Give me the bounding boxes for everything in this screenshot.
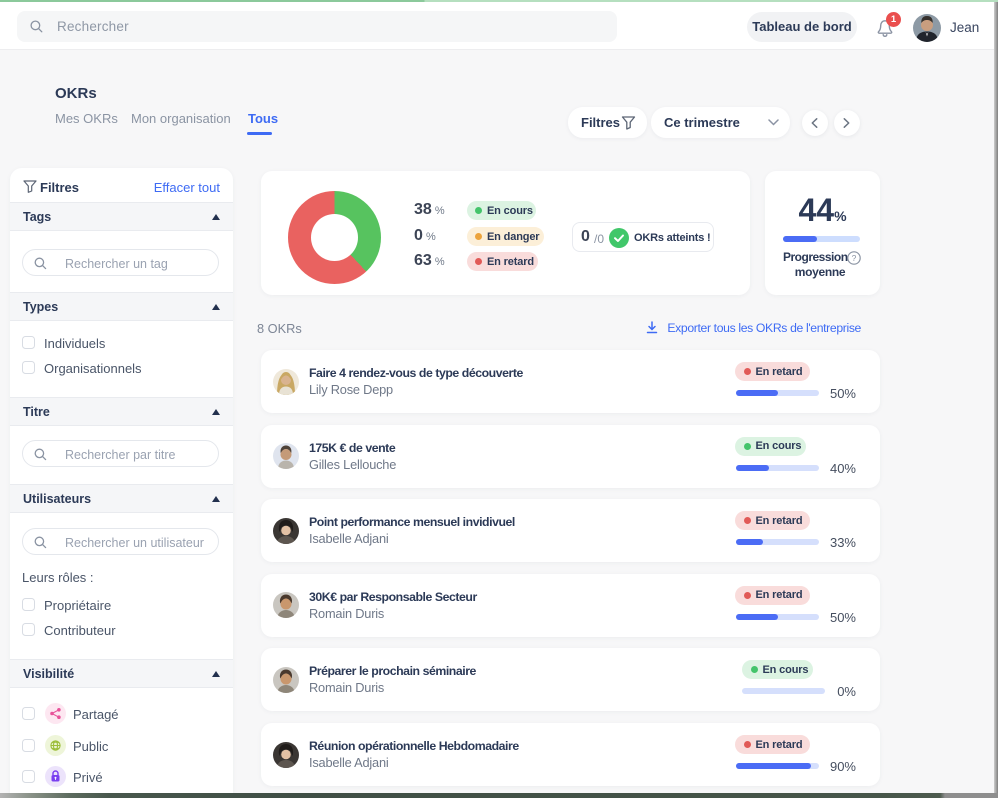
svg-text:?: ? (852, 253, 857, 263)
